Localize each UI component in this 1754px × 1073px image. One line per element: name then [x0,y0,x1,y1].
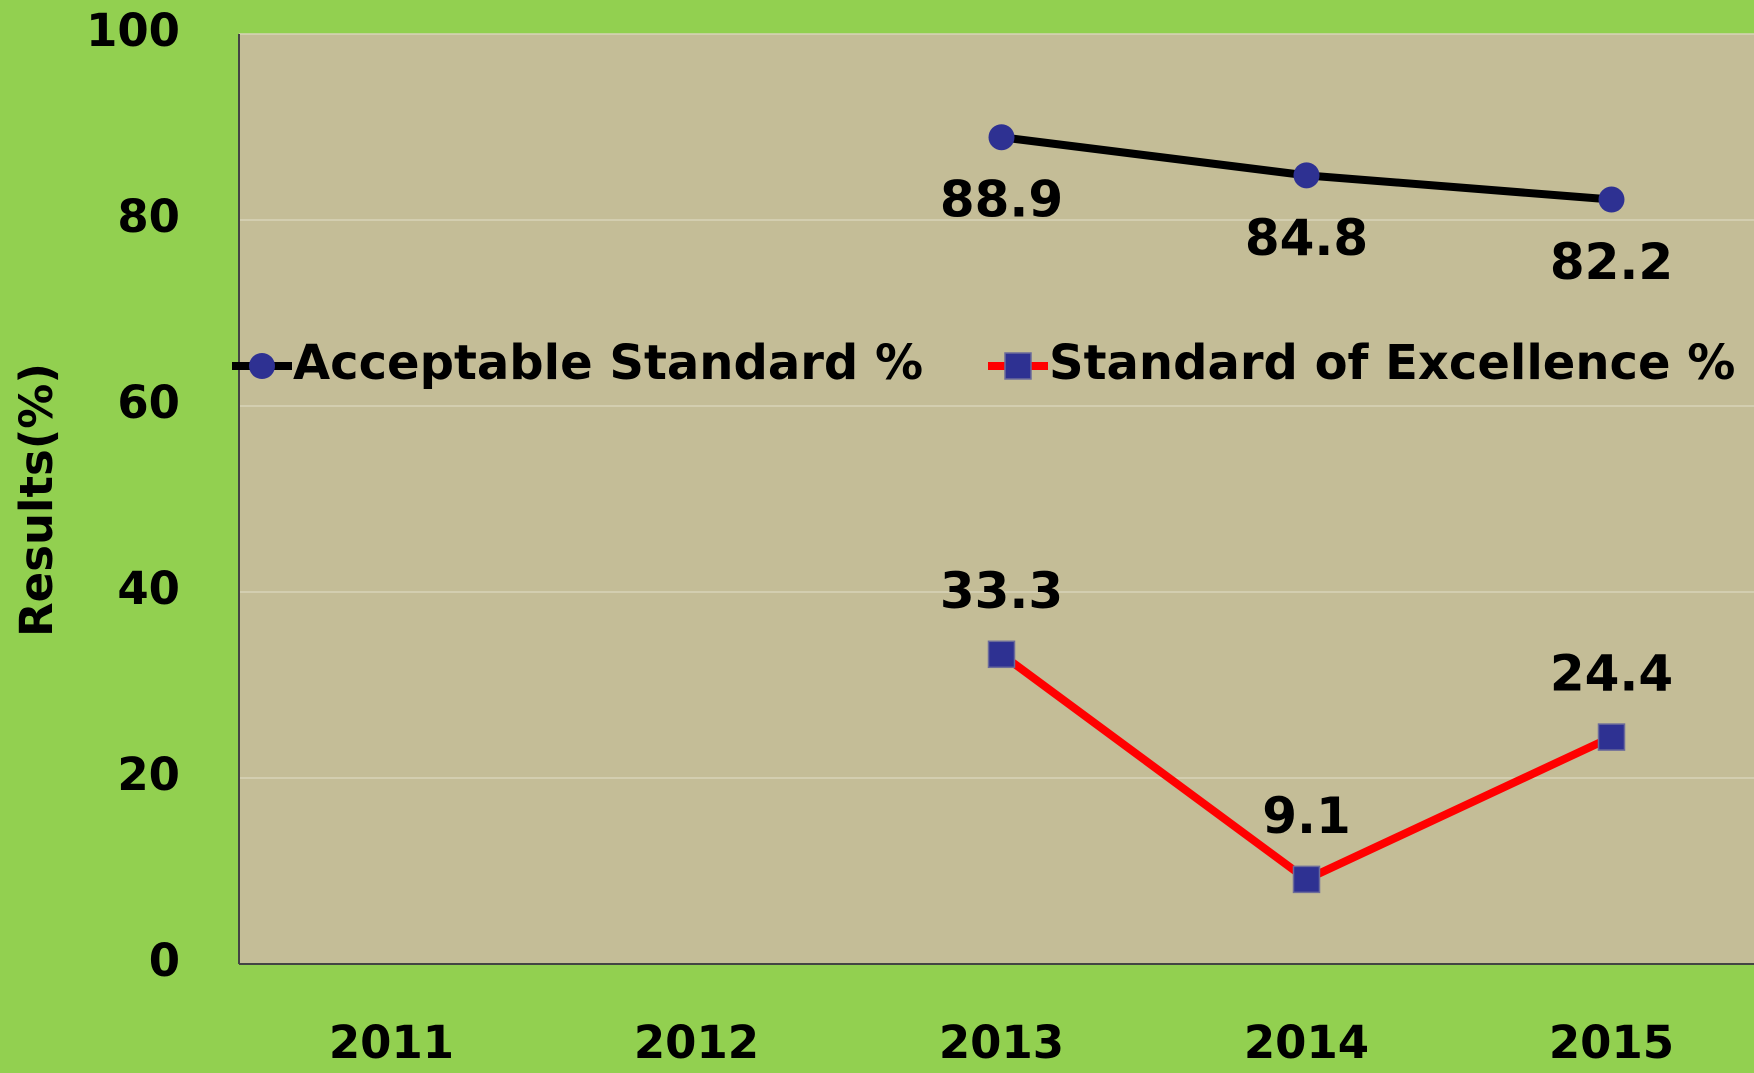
y-tick-label: 0 [149,934,180,987]
legend-label: Acceptable Standard % [293,335,923,391]
marker [1293,162,1320,189]
x-tick-label: 2013 [939,1016,1064,1069]
data-label: 33.3 [940,562,1063,620]
data-label: 88.9 [940,171,1063,229]
y-axis-label: Results(%) [10,363,63,637]
marker [1597,723,1626,751]
x-tick-label: 2011 [329,1016,454,1069]
y-tick-label: 60 [117,376,180,429]
marker [987,640,1016,669]
x-tick-label: 2014 [1244,1016,1369,1069]
y-tick-label: 40 [117,562,180,615]
data-label: 82.2 [1550,233,1673,291]
legend-marker [249,353,275,379]
data-label: 24.4 [1550,645,1673,703]
legend-label: Standard of Excellence % [1049,335,1735,391]
y-tick-label: 80 [117,190,180,243]
marker [1292,865,1321,894]
x-tick-label: 2012 [634,1016,759,1069]
x-tick-label: 2015 [1549,1016,1674,1069]
marker [1598,186,1625,213]
data-label: 84.8 [1245,209,1368,267]
data-label: 9.1 [1262,787,1351,845]
y-tick-label: 20 [117,748,180,801]
legend-marker [1004,352,1032,380]
marker [988,124,1015,151]
y-tick-label: 100 [86,4,180,57]
